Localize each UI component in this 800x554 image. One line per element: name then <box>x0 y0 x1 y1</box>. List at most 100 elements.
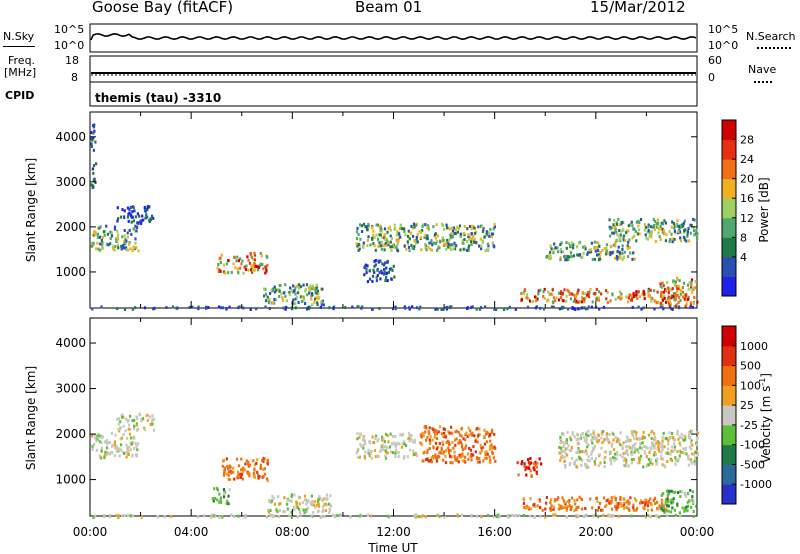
data-cell <box>571 496 574 500</box>
data-cell <box>135 226 139 229</box>
data-cell <box>613 456 616 460</box>
data-cell <box>662 431 665 435</box>
data-cell <box>264 305 267 309</box>
data-cell <box>410 438 413 442</box>
data-cell <box>221 464 224 468</box>
data-cell <box>630 220 633 224</box>
data-cell <box>554 498 557 502</box>
data-cell <box>633 234 636 238</box>
data-cell <box>532 466 535 470</box>
colorbar-tick-label: 500 <box>740 360 761 373</box>
data-cell <box>301 501 304 504</box>
data-cell <box>324 509 328 513</box>
data-cell <box>615 255 619 259</box>
data-cell <box>678 454 681 458</box>
data-cell <box>637 228 641 232</box>
data-cell <box>380 269 383 273</box>
data-cell <box>628 501 631 505</box>
data-cell <box>516 461 519 465</box>
data-cell <box>585 449 588 453</box>
data-cell <box>649 296 653 300</box>
data-cell <box>91 448 94 451</box>
data-cell <box>281 296 284 300</box>
data-cell <box>115 514 118 517</box>
data-cell <box>487 244 490 248</box>
data-cell <box>520 291 523 295</box>
data-cell <box>655 222 658 225</box>
data-cell <box>667 500 670 504</box>
data-cell <box>682 235 686 239</box>
data-cell <box>128 228 131 232</box>
data-cell <box>654 502 657 506</box>
data-cell <box>217 305 221 309</box>
data-cell <box>105 446 109 450</box>
data-cell <box>94 181 97 184</box>
data-cell <box>328 511 331 515</box>
data-cell <box>408 237 411 241</box>
data-cell <box>689 435 692 439</box>
data-cell <box>676 450 679 453</box>
data-cell <box>693 218 696 222</box>
data-cell <box>635 293 638 297</box>
data-cell <box>620 229 623 233</box>
data-cell <box>462 247 465 251</box>
data-cell <box>289 286 292 290</box>
data-cell <box>607 439 610 443</box>
data-cell <box>128 432 132 436</box>
data-cell <box>646 513 649 517</box>
data-cell <box>389 450 393 454</box>
data-cell <box>298 507 301 511</box>
data-cell <box>371 307 374 311</box>
data-cell <box>386 434 389 438</box>
data-cell <box>587 293 590 296</box>
data-cell <box>552 507 555 511</box>
data-cell <box>474 450 477 454</box>
data-cell <box>604 455 607 459</box>
data-cell <box>681 451 684 455</box>
data-cell <box>133 247 136 251</box>
data-cell <box>544 515 547 519</box>
data-cell <box>624 451 627 455</box>
data-cell <box>427 245 430 249</box>
data-cell <box>687 287 690 291</box>
x-tick-label: 20:00 <box>579 525 614 539</box>
data-cell <box>125 239 128 243</box>
data-cell <box>660 291 663 294</box>
data-cell <box>230 513 233 517</box>
data-cell <box>127 450 130 453</box>
data-cell <box>669 306 672 310</box>
data-cell <box>387 270 391 274</box>
data-cell <box>457 430 460 434</box>
data-cell <box>466 452 470 456</box>
data-cell <box>653 307 656 311</box>
data-cell <box>559 435 562 439</box>
data-cell <box>644 501 647 505</box>
data-cell <box>107 243 110 247</box>
data-cell <box>545 255 548 259</box>
data-cell <box>266 295 269 299</box>
data-cell <box>653 444 656 448</box>
data-cell <box>368 269 371 273</box>
data-cell <box>380 448 383 452</box>
data-cell <box>451 243 454 247</box>
data-cell <box>670 232 673 236</box>
data-cell <box>577 307 580 311</box>
data-cell <box>466 307 469 310</box>
data-cell <box>619 497 622 501</box>
data-cell <box>293 508 296 512</box>
data-cell <box>371 274 375 278</box>
data-cell <box>660 445 663 448</box>
data-cell <box>489 458 492 462</box>
data-cell <box>527 458 530 462</box>
data-cell <box>518 514 521 517</box>
data-cell <box>595 436 598 440</box>
data-cell <box>387 227 390 230</box>
data-cell <box>537 289 540 293</box>
data-cell <box>246 255 249 259</box>
data-cell <box>390 267 393 271</box>
data-cell <box>92 164 96 168</box>
data-cell <box>128 211 131 215</box>
data-cell <box>299 510 302 514</box>
data-cell <box>648 450 651 454</box>
data-cell <box>120 247 123 251</box>
